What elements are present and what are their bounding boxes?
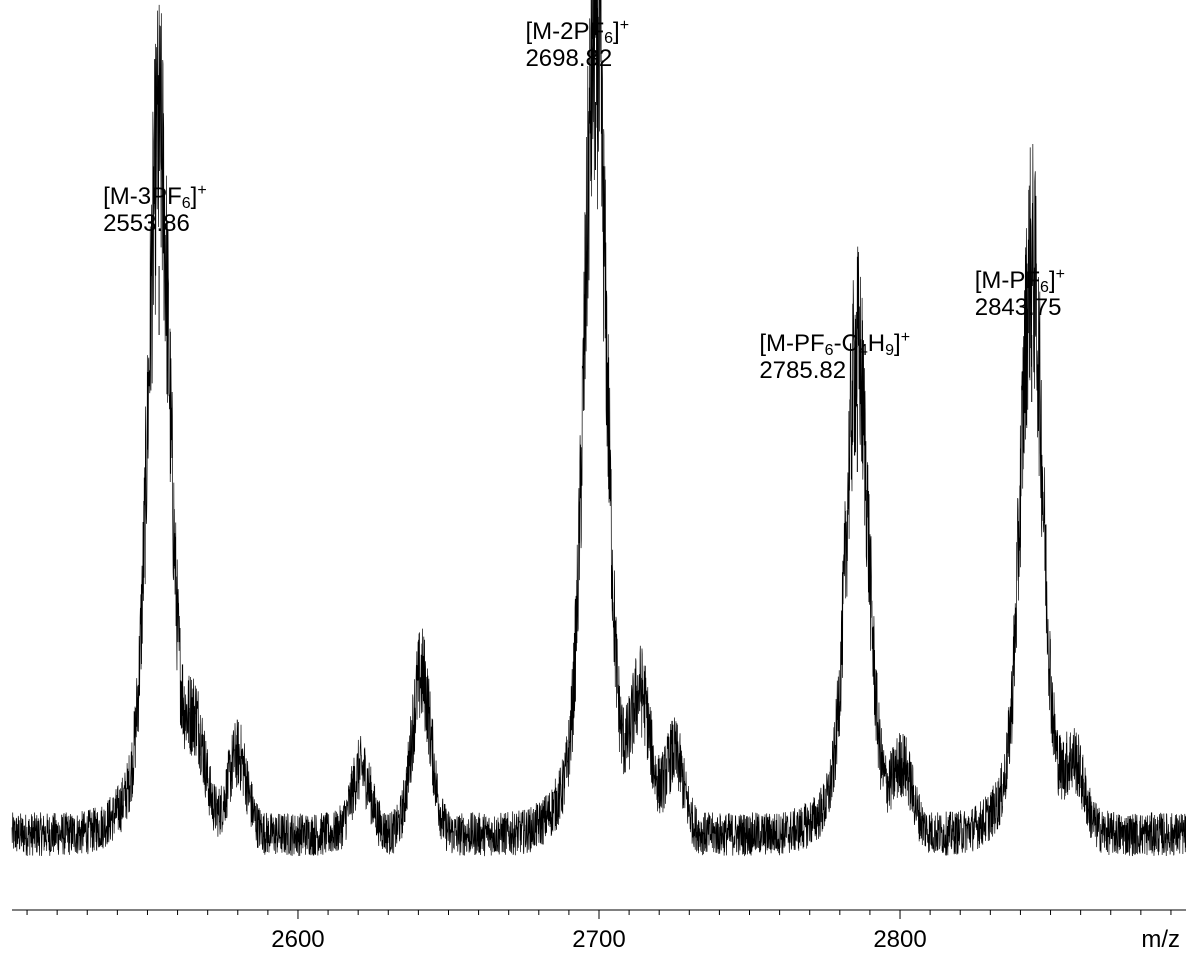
peak-ion-formula: [M-3PF6]+ — [103, 182, 207, 212]
formula-text: ] — [1048, 267, 1056, 294]
peak-markers — [158, 102, 1033, 472]
peak-ion-formula: [M-PF6-C4H9]+ — [759, 329, 911, 359]
formula-subscript: 6 — [824, 342, 834, 359]
peak-label: [M-3PF6]+ 2553.86 — [103, 182, 207, 238]
formula-text: ] — [894, 330, 901, 357]
formula-text: ] — [190, 183, 198, 210]
formula-text: ] — [613, 18, 620, 45]
peak-ion-formula: [M-2PF6]+ — [525, 17, 630, 47]
peak-label: [M-PF6-C4H9]+ 2785.82 — [759, 329, 911, 385]
formula-superscript: + — [197, 182, 207, 199]
formula-text: H — [867, 330, 886, 357]
spectrum-trace-group — [11, 0, 1186, 857]
formula-text: [M-3PF — [103, 183, 182, 210]
x-tick-label: 2600 — [271, 926, 324, 953]
formula-subscript: 6 — [181, 195, 191, 212]
formula-subscript: 9 — [885, 342, 895, 359]
formula-text: [M-2PF — [525, 18, 605, 45]
x-axis: 2600 2700 2800 m/z — [12, 909, 1186, 953]
peak-mz-value: 2785.82 — [759, 357, 847, 384]
x-tick-label: 2700 — [572, 926, 625, 953]
peak-mz-value: 2698.82 — [525, 45, 613, 72]
x-axis-label: m/z — [1141, 926, 1180, 953]
formula-text: [M-PF — [974, 267, 1041, 294]
formula-superscript: + — [1055, 266, 1065, 283]
formula-subscript: 6 — [604, 30, 614, 47]
peak-mz-value: 2553.86 — [103, 210, 190, 237]
spectrum-trace — [11, 0, 1186, 857]
formula-text: [M-PF — [759, 330, 825, 357]
x-tick-label: 2800 — [873, 926, 926, 953]
formula-subscript: 4 — [858, 342, 868, 359]
formula-superscript: + — [619, 17, 630, 34]
formula-text: -C — [833, 330, 859, 357]
formula-superscript: + — [900, 329, 911, 346]
formula-subscript: 6 — [1040, 279, 1049, 296]
peak-label: [M-PF6]+ 2843.75 — [974, 266, 1065, 322]
peak-label: [M-2PF6]+ 2698.82 — [525, 17, 630, 73]
peak-mz-value: 2843.75 — [974, 294, 1062, 321]
peak-ion-formula: [M-PF6]+ — [974, 266, 1065, 296]
